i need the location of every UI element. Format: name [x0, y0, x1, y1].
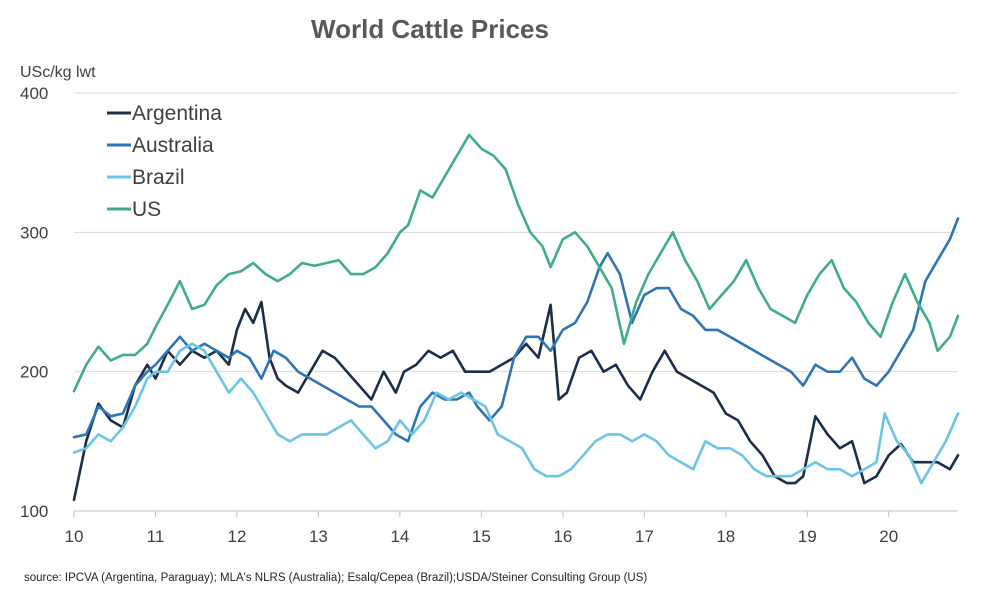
series-line-us	[72, 133, 960, 393]
y-tick-label-300: 300	[20, 223, 48, 242]
series-line-brazil	[72, 342, 960, 485]
x-tick-label-11: 11	[147, 527, 165, 546]
x-tick-label-12: 12	[227, 527, 246, 546]
x-tick-label-19: 19	[798, 527, 817, 546]
series-line-australia	[72, 217, 960, 443]
x-tick-label-18: 18	[716, 527, 735, 546]
legend-label-brazil: Brazil	[132, 166, 185, 189]
y-tick-label-400: 400	[20, 84, 48, 103]
x-tick-label-14: 14	[390, 527, 409, 546]
y-tick-label-200: 200	[20, 363, 48, 382]
x-tick-label-10: 10	[65, 527, 84, 546]
legend-label-argentina: Argentina	[132, 102, 222, 125]
x-tick-label-15: 15	[472, 527, 491, 546]
legend-label-australia: Australia	[132, 134, 214, 157]
legend-label-us: US	[132, 198, 161, 221]
y-tick-label-100: 100	[20, 502, 48, 521]
series-line-argentina	[72, 300, 960, 502]
x-tick-label-17: 17	[635, 527, 654, 546]
x-tick-label-16: 16	[553, 527, 572, 546]
chart-title: World Cattle Prices	[311, 14, 549, 44]
y-axis-unit-label: USc/kg lwt	[20, 64, 96, 81]
x-tick-label-20: 20	[879, 527, 898, 546]
source-note: source: IPCVA (Argentina, Paraguay); MLA…	[24, 572, 648, 584]
x-tick-label-13: 13	[309, 527, 328, 546]
